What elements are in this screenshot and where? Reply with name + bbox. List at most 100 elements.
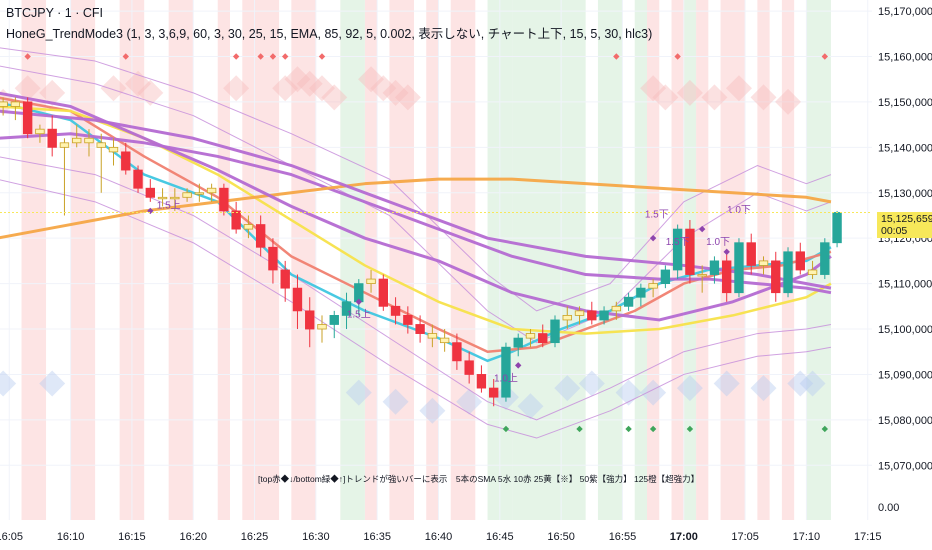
- candle-body: [194, 192, 205, 195]
- candle-body: [722, 260, 732, 294]
- red-trend-band: [168, 0, 194, 520]
- y-tick-label: 15,100,000: [878, 324, 932, 336]
- y-tick-label: 15,090,000: [878, 369, 932, 381]
- red-trend-band: [21, 0, 47, 520]
- y-tick-label: 15,080,000: [878, 415, 932, 427]
- y-tick-label: 15,130,000: [878, 188, 932, 200]
- candle-body: [648, 283, 658, 289]
- red-trend-band: [364, 0, 378, 520]
- bottom-diamond: [787, 370, 814, 397]
- candle-body: [415, 324, 425, 334]
- bottom-diamond: [713, 370, 740, 397]
- candle-body: [145, 187, 155, 198]
- grid: [0, 0, 872, 520]
- candle-body: [317, 324, 327, 330]
- candle-body: [452, 342, 462, 362]
- legend-note: [top赤◆↓/bottom緑◆↑]トレンドが強いバーに表示 5本のSMA 5水…: [258, 474, 700, 484]
- axes: 15,170,000 15,160,000 15,150,000 15,140,000…: [0, 6, 932, 543]
- candle-body: [525, 333, 536, 339]
- symbol-title[interactable]: BTCJPY · 1 · CFI: [6, 6, 104, 20]
- y-extra-label: 0.00: [878, 502, 899, 514]
- envelope-line: [0, 156, 832, 421]
- top-diamond: [382, 79, 409, 106]
- bottom-diamond: [0, 370, 17, 397]
- bottom-diamond: [750, 375, 777, 402]
- candle-body: [709, 260, 720, 275]
- x-tick-label: 17:10: [793, 531, 821, 543]
- candle-body: [697, 274, 707, 277]
- candle-body: [771, 260, 781, 294]
- annotation-label: 1.5上: [347, 309, 371, 321]
- red-trend-band: [450, 0, 476, 520]
- candle-body: [623, 296, 634, 307]
- red-trend-band: [291, 0, 316, 520]
- candle-body: [219, 187, 229, 212]
- top-diamond: [640, 75, 667, 102]
- candle-body: [59, 142, 70, 148]
- candle-body: [10, 101, 21, 107]
- candle-body: [35, 128, 45, 135]
- x-tick-label: 16:10: [57, 531, 85, 543]
- bottom-diamond: [578, 370, 605, 397]
- candle-body: [231, 210, 241, 230]
- bottom-diamond: [456, 388, 483, 415]
- candle-body: [403, 315, 413, 325]
- candle-body: [341, 301, 352, 316]
- top-diamond: [223, 75, 250, 102]
- candle-body: [660, 269, 671, 285]
- candle-body: [758, 260, 769, 266]
- bottom-signal-marker: [576, 425, 583, 433]
- candle-body: [390, 305, 401, 316]
- top-diamond: [14, 75, 41, 102]
- bottom-diamond: [799, 370, 826, 397]
- bottom-diamond: [345, 379, 372, 406]
- candle-body: [329, 315, 339, 325]
- top-signal-marker: [674, 53, 681, 60]
- red-trend-band: [389, 0, 414, 520]
- candle-body: [807, 269, 818, 275]
- candle-body: [734, 242, 744, 294]
- red-trend-band: [696, 0, 709, 520]
- y-tick-label: 15,150,000: [878, 97, 932, 109]
- top-signal-marker: [232, 53, 240, 60]
- y-tick-label: 15,170,000: [878, 6, 932, 18]
- annotation-label: 1.5下: [666, 237, 690, 248]
- candle-body: [427, 333, 438, 339]
- candle-body: [268, 246, 278, 271]
- top-diamond: [39, 79, 66, 106]
- series-sma5: [0, 101, 832, 363]
- x-tick-label: 16:45: [486, 531, 514, 543]
- indicator-title[interactable]: HoneG_TrendMode3 (1, 3, 3,6,9, 60, 3, 30…: [6, 27, 653, 41]
- candle-body: [292, 287, 303, 312]
- x-tick-label: 16:15: [118, 531, 146, 543]
- top-signal-marker: [269, 53, 277, 60]
- sma-lines: [0, 91, 832, 363]
- candle-body: [47, 128, 57, 148]
- x-tick-label: 16:55: [609, 531, 637, 543]
- annotation-label: 1.5下: [645, 210, 669, 221]
- x-tick-label: 16:40: [425, 531, 453, 543]
- bottom-signal-marker: [649, 425, 657, 433]
- trend-marker: [698, 225, 706, 233]
- candle-body: [182, 192, 192, 198]
- series-sma50b: [0, 91, 832, 322]
- x-tick-label: 16:50: [547, 531, 575, 543]
- envelope-line: [0, 179, 832, 439]
- candle-body: [133, 169, 143, 189]
- trend-marker: [355, 298, 362, 305]
- top-signal-marker: [122, 53, 129, 60]
- candle-body: [587, 310, 597, 321]
- candle-body: [84, 137, 94, 144]
- candle-body: [439, 337, 450, 344]
- trend-marker: [723, 248, 730, 256]
- top-diamond: [321, 84, 348, 111]
- y-tick-label: 15,160,000: [878, 52, 932, 64]
- bottom-signal-marker: [686, 425, 694, 433]
- top-diamond: [750, 84, 777, 111]
- red-trend-band: [70, 0, 96, 520]
- red-trend-band: [217, 0, 231, 520]
- candle-body: [121, 151, 131, 171]
- top-diamond: [394, 84, 421, 111]
- bottom-diamond: [554, 375, 581, 402]
